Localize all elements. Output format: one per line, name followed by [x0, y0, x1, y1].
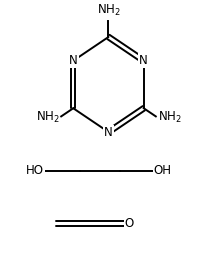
Text: N: N: [139, 54, 148, 67]
Text: NH$_2$: NH$_2$: [158, 110, 181, 125]
Text: N: N: [104, 126, 113, 139]
Text: N: N: [69, 54, 78, 67]
Text: O: O: [125, 217, 134, 230]
Text: NH$_2$: NH$_2$: [97, 3, 120, 18]
Text: NH$_2$: NH$_2$: [36, 110, 59, 125]
Text: OH: OH: [153, 164, 171, 177]
Text: HO: HO: [26, 164, 44, 177]
